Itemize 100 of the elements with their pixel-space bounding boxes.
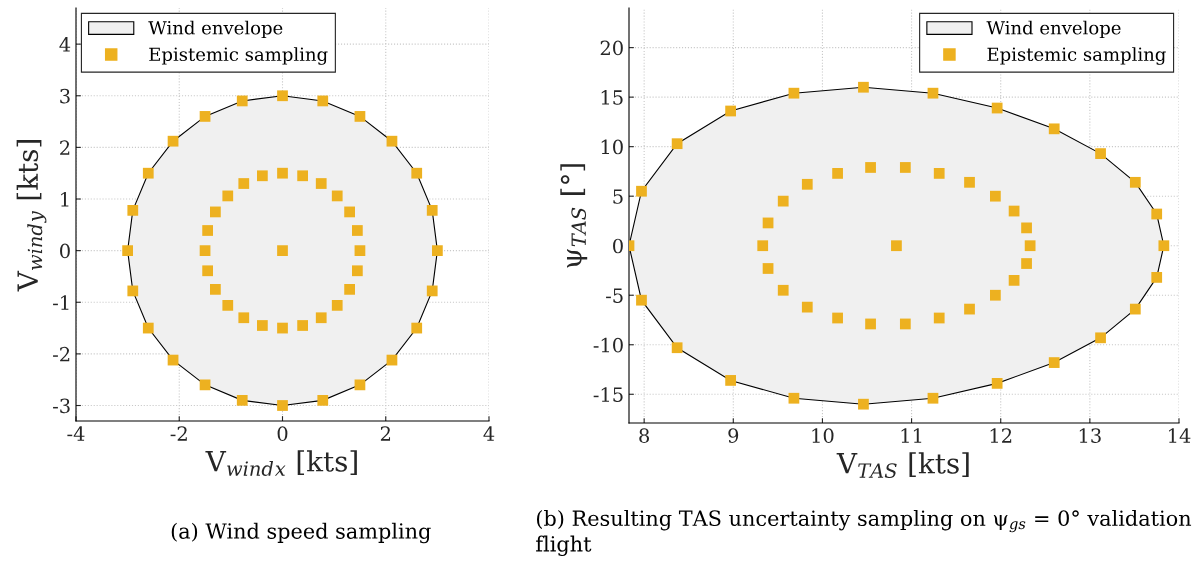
point bbox=[788, 392, 800, 404]
point bbox=[354, 111, 366, 122]
x-tick-label: 10 bbox=[812, 428, 834, 443]
y-tick-label: -10 bbox=[593, 337, 623, 353]
x-tick-label: 8 bbox=[639, 428, 650, 443]
point bbox=[142, 322, 154, 334]
y-tick-label: 3 bbox=[60, 88, 70, 104]
point bbox=[277, 167, 288, 179]
point bbox=[964, 176, 975, 188]
point bbox=[927, 87, 939, 99]
point bbox=[788, 87, 800, 99]
point bbox=[1151, 208, 1163, 220]
point bbox=[801, 301, 813, 313]
y-tick-label: 0 bbox=[60, 243, 70, 259]
point bbox=[315, 178, 327, 189]
point bbox=[167, 135, 179, 147]
point bbox=[777, 284, 789, 296]
y-axis-title: V$_{windy}$ [kts] bbox=[16, 140, 47, 292]
point bbox=[757, 240, 769, 252]
point bbox=[331, 190, 343, 202]
point bbox=[1021, 258, 1032, 269]
point bbox=[933, 312, 945, 324]
point bbox=[256, 170, 268, 182]
point bbox=[891, 240, 902, 252]
x-tick-label: 4 bbox=[483, 426, 495, 441]
y-tick-label: -3 bbox=[53, 398, 70, 414]
point bbox=[238, 178, 250, 189]
point bbox=[236, 394, 248, 406]
point bbox=[199, 111, 211, 122]
point bbox=[202, 225, 214, 236]
point bbox=[1008, 275, 1020, 286]
y-tick-label: -5 bbox=[606, 288, 623, 303]
x-axis-title: V$_{windx}$ [kts] bbox=[205, 450, 357, 476]
point bbox=[832, 168, 843, 179]
point bbox=[865, 162, 876, 173]
point bbox=[1158, 240, 1170, 252]
text: (a) Wind speed sampling bbox=[171, 522, 431, 544]
y-tick-label: 1 bbox=[61, 191, 69, 207]
point bbox=[411, 322, 423, 334]
point bbox=[989, 190, 1001, 202]
point bbox=[858, 81, 869, 93]
text: (b) Resulting TAS uncertainty sampling on ψ$_{gs}$ = 0° validation flight bbox=[536, 509, 1192, 557]
point bbox=[354, 379, 366, 391]
point bbox=[899, 162, 911, 173]
point bbox=[636, 294, 647, 306]
point bbox=[1021, 222, 1032, 234]
point bbox=[801, 178, 813, 190]
point bbox=[277, 90, 288, 102]
point bbox=[351, 265, 363, 277]
point bbox=[1095, 148, 1106, 159]
y-tick-label: -15 bbox=[593, 387, 623, 402]
point bbox=[127, 204, 139, 216]
point bbox=[222, 190, 234, 202]
point bbox=[238, 312, 250, 324]
point bbox=[1024, 240, 1036, 252]
point bbox=[256, 320, 268, 331]
point bbox=[331, 299, 343, 311]
point bbox=[671, 138, 683, 150]
x-tick-label: 13 bbox=[1079, 428, 1101, 443]
point bbox=[964, 303, 975, 315]
point bbox=[210, 206, 221, 218]
point bbox=[210, 283, 221, 295]
point bbox=[777, 195, 789, 207]
point bbox=[317, 95, 329, 107]
point bbox=[933, 168, 945, 179]
point bbox=[432, 245, 443, 257]
y-tick-label: 2 bbox=[60, 140, 70, 155]
point bbox=[127, 285, 139, 297]
point bbox=[426, 285, 438, 297]
y-tick-label: 4 bbox=[59, 37, 71, 52]
point bbox=[277, 245, 288, 257]
point bbox=[199, 379, 211, 391]
x-tick-label: 11 bbox=[901, 428, 922, 443]
point bbox=[297, 170, 309, 182]
y-tick-label: 5 bbox=[613, 189, 623, 204]
point bbox=[858, 398, 869, 410]
point bbox=[122, 245, 133, 257]
point bbox=[236, 95, 248, 107]
point bbox=[297, 320, 309, 331]
point bbox=[351, 225, 363, 236]
point bbox=[927, 392, 939, 404]
x-tick-label: 12 bbox=[990, 428, 1012, 443]
point bbox=[991, 378, 1003, 389]
point bbox=[277, 322, 288, 334]
y-tick-label: -1 bbox=[53, 295, 69, 310]
x-tick-label: -2 bbox=[170, 426, 187, 441]
point bbox=[386, 135, 398, 147]
y-tick-label: 10 bbox=[601, 139, 623, 155]
point bbox=[671, 342, 683, 354]
point bbox=[832, 312, 843, 324]
point bbox=[354, 245, 366, 257]
point bbox=[426, 204, 438, 216]
legend-label: Epistemic sampling bbox=[987, 47, 1166, 65]
point bbox=[199, 245, 211, 257]
point bbox=[636, 185, 647, 197]
legend-label: Epistemic sampling bbox=[149, 47, 328, 65]
point bbox=[865, 318, 876, 330]
point bbox=[317, 394, 329, 406]
point bbox=[277, 400, 288, 411]
point bbox=[1151, 272, 1163, 283]
